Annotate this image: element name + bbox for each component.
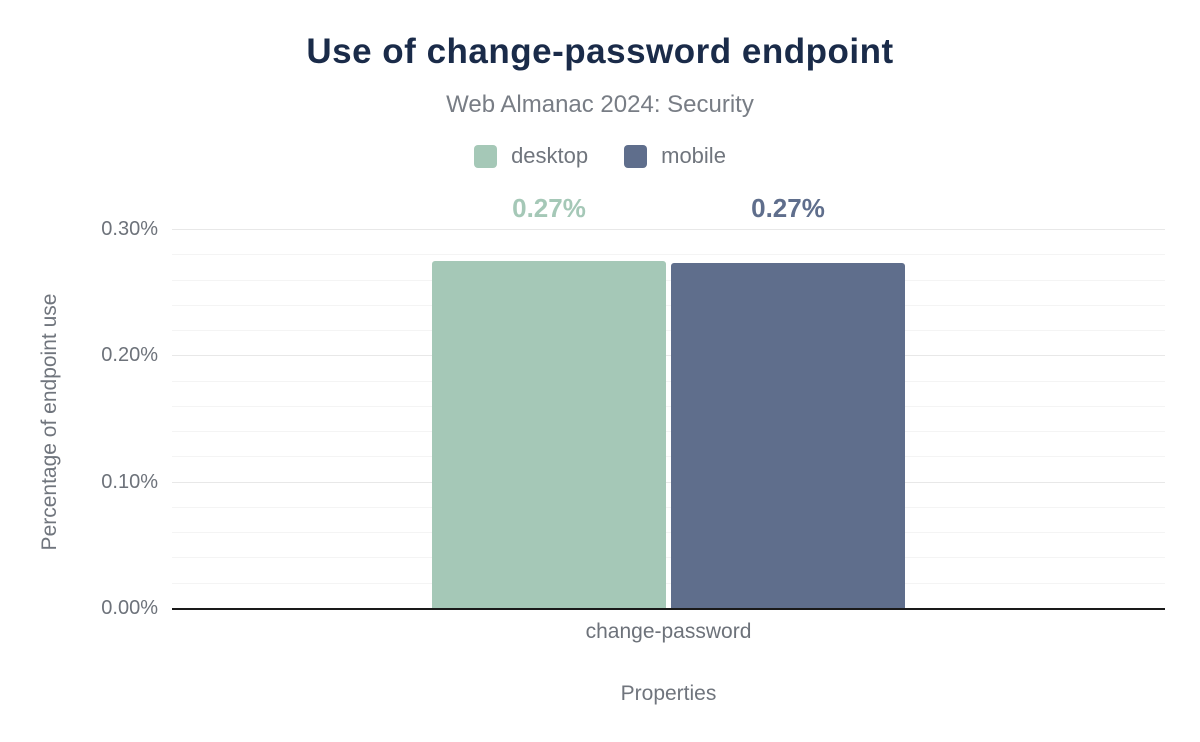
minor-gridline	[172, 557, 1165, 559]
legend-label-mobile: mobile	[661, 143, 726, 168]
legend: desktop mobile	[0, 143, 1200, 169]
minor-gridline	[172, 304, 1165, 306]
value-label-desktop: 0.27%	[512, 193, 586, 223]
minor-gridline	[172, 456, 1165, 458]
minor-gridline	[172, 405, 1165, 407]
x-axis-line	[172, 607, 1165, 610]
minor-gridline	[172, 380, 1165, 382]
mobile-swatch-icon	[624, 144, 648, 168]
minor-gridline	[172, 279, 1165, 281]
minor-gridline	[172, 330, 1165, 332]
legend-item-mobile[interactable]: mobile	[624, 143, 726, 169]
y-axis-title: Percentage of endpoint use	[38, 293, 61, 551]
chart-title: Use of change-password endpoint	[306, 32, 894, 71]
y-tick-label: 0.00%	[101, 597, 158, 619]
y-tick-label: 0.20%	[101, 344, 158, 367]
plot-area: 0.30% 0.20% 0.10% 0.00% 0.27% 0.27%	[101, 193, 1165, 618]
minor-gridline	[172, 431, 1165, 433]
bar-desktop[interactable]	[432, 260, 666, 608]
major-gridline	[172, 355, 1165, 357]
y-tick-label: 0.10%	[101, 470, 158, 493]
major-gridline	[172, 229, 1165, 230]
legend-label-desktop: desktop	[511, 143, 589, 168]
x-tick-label: change-password	[585, 620, 752, 643]
y-tick-label: 0.30%	[101, 218, 158, 240]
minor-gridline	[172, 254, 1165, 256]
legend-item-desktop[interactable]: desktop	[474, 143, 588, 169]
value-label-mobile: 0.27%	[751, 193, 825, 223]
desktop-swatch-icon	[474, 144, 498, 168]
bar-mobile[interactable]	[671, 263, 905, 608]
minor-gridline	[172, 506, 1165, 508]
major-gridline	[172, 481, 1165, 483]
x-axis-title: Properties	[620, 682, 717, 705]
minor-gridline	[172, 532, 1165, 534]
minor-gridline	[172, 582, 1165, 584]
chart-subtitle: Web Almanac 2024: Security	[446, 91, 754, 118]
